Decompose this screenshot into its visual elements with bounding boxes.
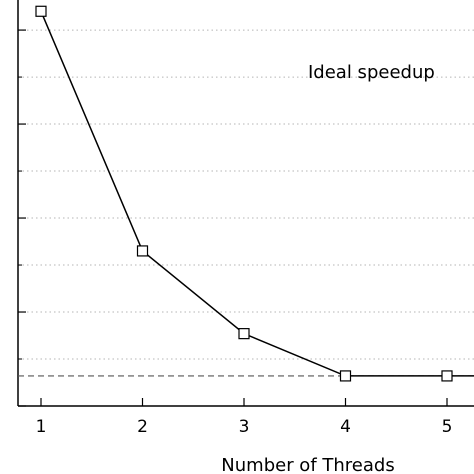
tick-labels: 1 2 3 4 5: [36, 417, 453, 437]
x-tick-label: 1: [36, 417, 47, 437]
x-axis-title: Number of Threads: [221, 455, 394, 474]
series-line: [40, 10, 474, 377]
x-tick-label: 5: [442, 417, 453, 437]
series: [35, 5, 474, 382]
x-tick-label: 4: [340, 417, 351, 437]
axes: [17, 0, 474, 407]
data-point: [136, 245, 149, 257]
ticks: [18, 29, 448, 407]
data-point: [339, 370, 352, 382]
data-point: [441, 370, 453, 382]
data-point: [35, 5, 47, 17]
ideal-speedup-annotation: Ideal speedup: [308, 62, 435, 83]
x-tick-label: 2: [137, 417, 148, 437]
data-point: [238, 328, 250, 340]
x-tick-label: 3: [239, 417, 250, 437]
